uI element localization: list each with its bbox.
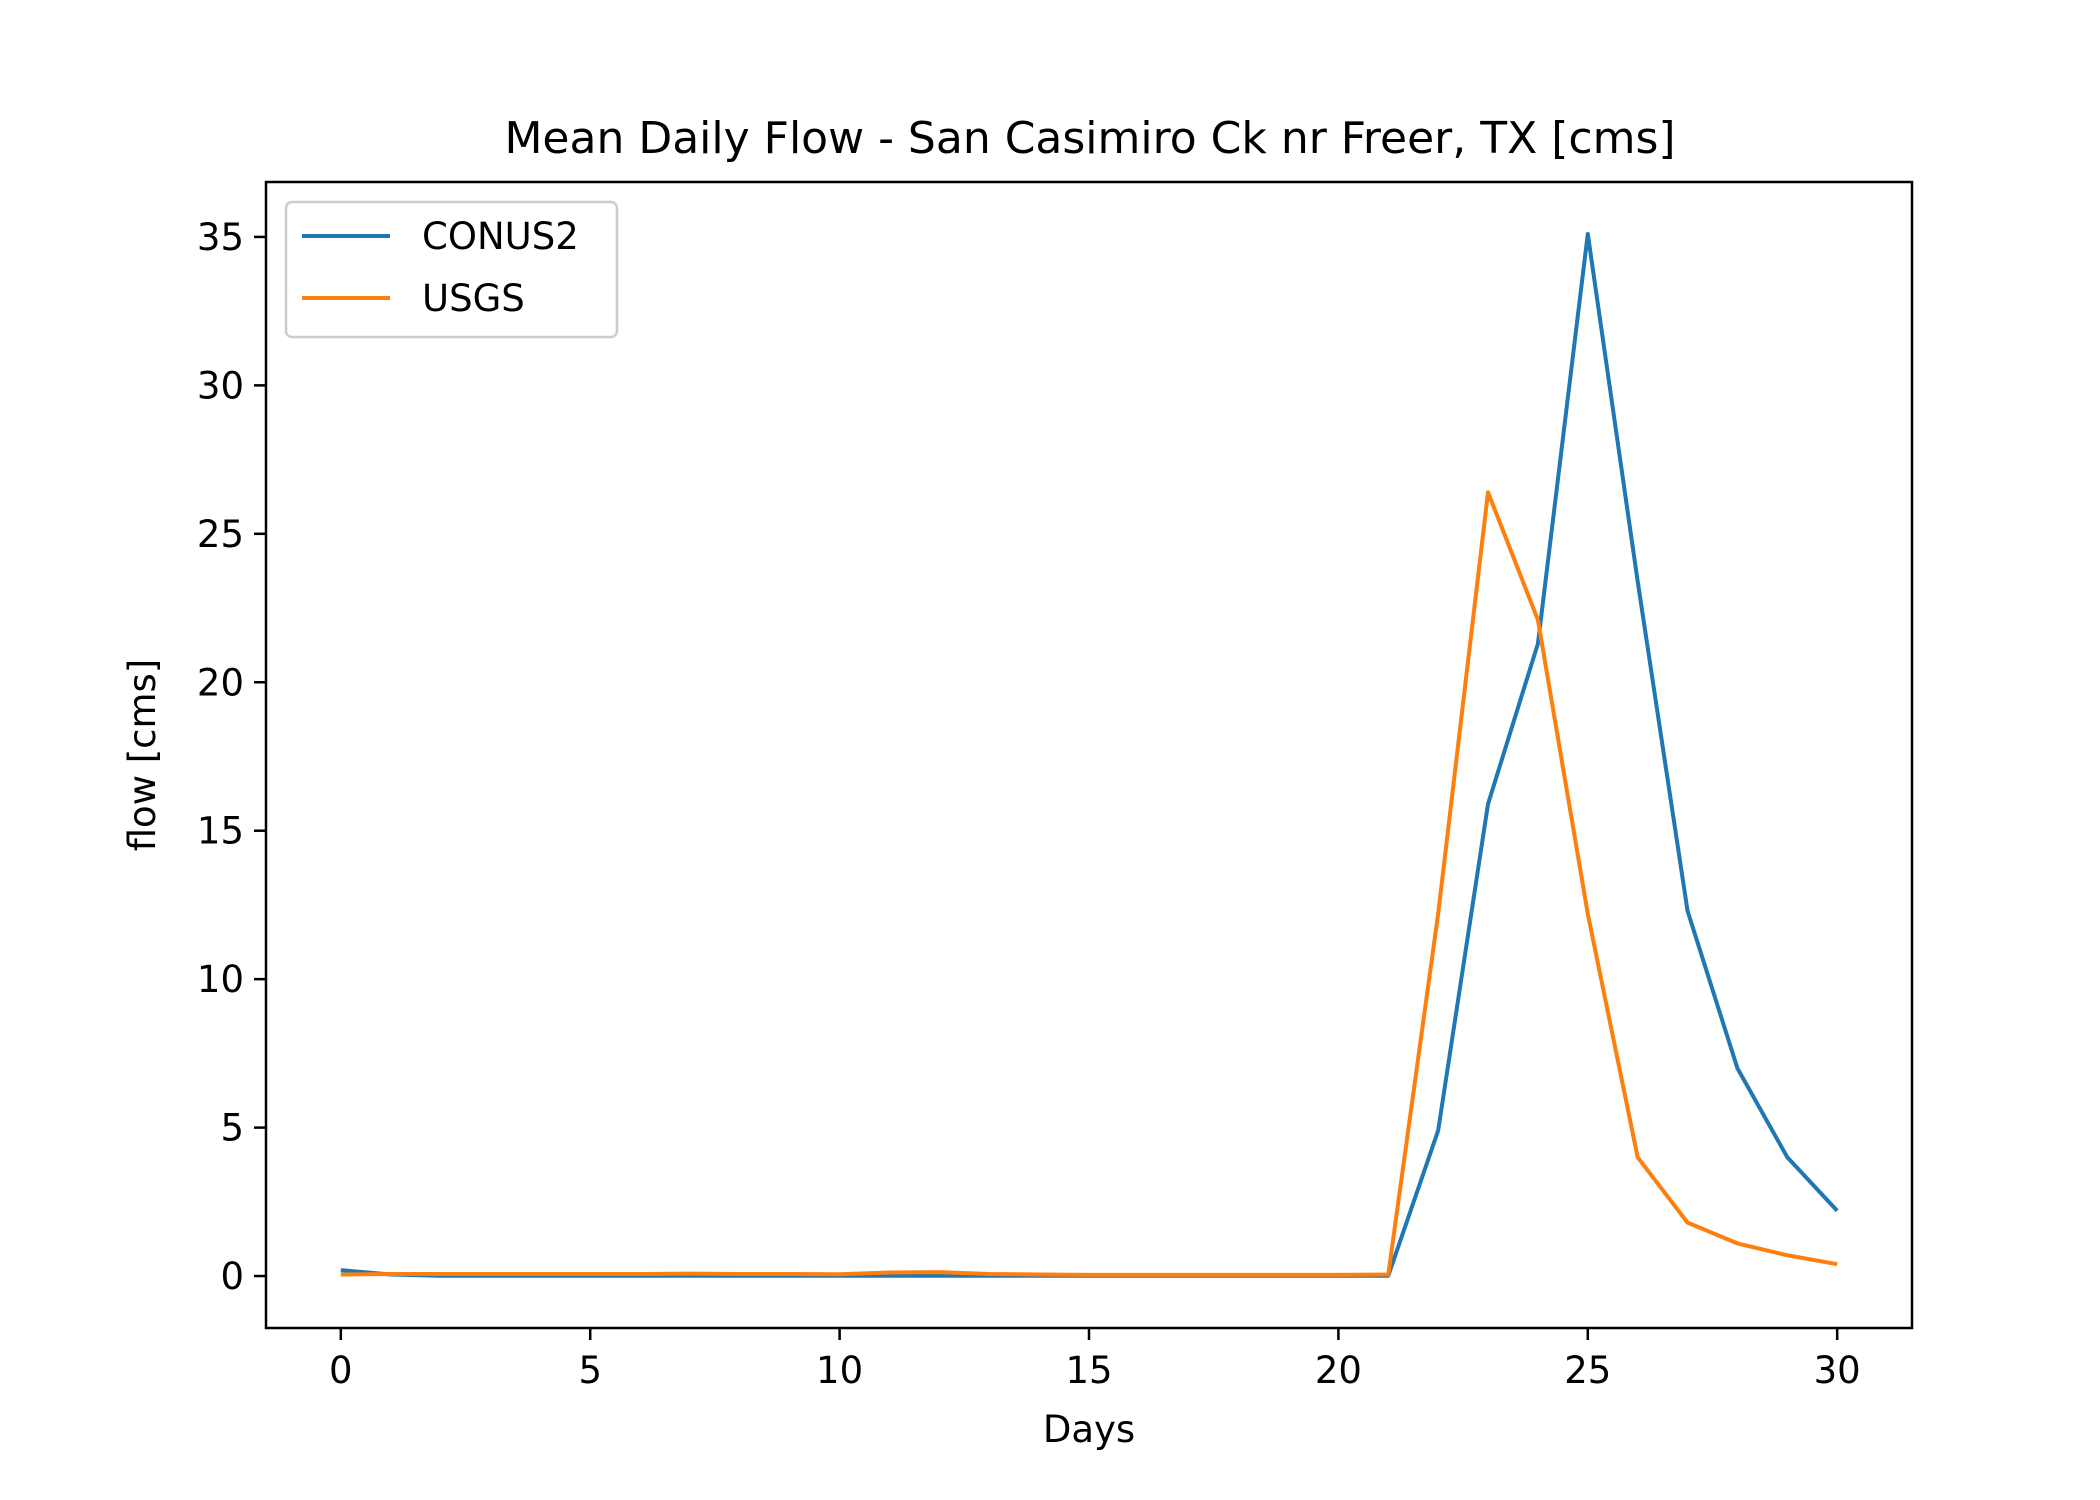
y-tick-label: 15 (197, 810, 244, 853)
y-tick-label: 20 (197, 661, 244, 704)
y-tick-label: 30 (197, 364, 244, 407)
x-tick-label: 0 (329, 1349, 353, 1392)
x-axis-label: Days (1043, 1408, 1135, 1451)
plot-lines (340, 231, 1839, 1278)
x-tick-label: 10 (816, 1349, 863, 1392)
legend-label-conus2: CONUS2 (422, 215, 579, 258)
y-axis-label: flow [cms] (121, 659, 164, 852)
y-tick-label: 10 (197, 958, 244, 1001)
series-line-usgs (340, 490, 1838, 1277)
y-axis-ticks: 0 5 10 15 20 25 30 35 (197, 216, 266, 1298)
x-tick-label: 15 (1065, 1349, 1112, 1392)
legend: CONUS2 USGS (284, 200, 619, 339)
x-axis-ticks: 0 5 10 15 20 25 30 (329, 1328, 1861, 1392)
chart-title: Mean Daily Flow - San Casimiro Ck nr Fre… (504, 113, 1675, 164)
y-tick-label: 35 (197, 216, 244, 259)
y-tick-label: 5 (220, 1107, 244, 1150)
y-tick-label: 0 (220, 1255, 244, 1298)
x-tick-label: 20 (1315, 1349, 1362, 1392)
legend-label-usgs: USGS (422, 277, 525, 320)
y-tick-label: 25 (197, 513, 244, 556)
x-tick-label: 30 (1814, 1349, 1861, 1392)
x-tick-label: 25 (1564, 1349, 1611, 1392)
x-tick-label: 5 (578, 1349, 602, 1392)
